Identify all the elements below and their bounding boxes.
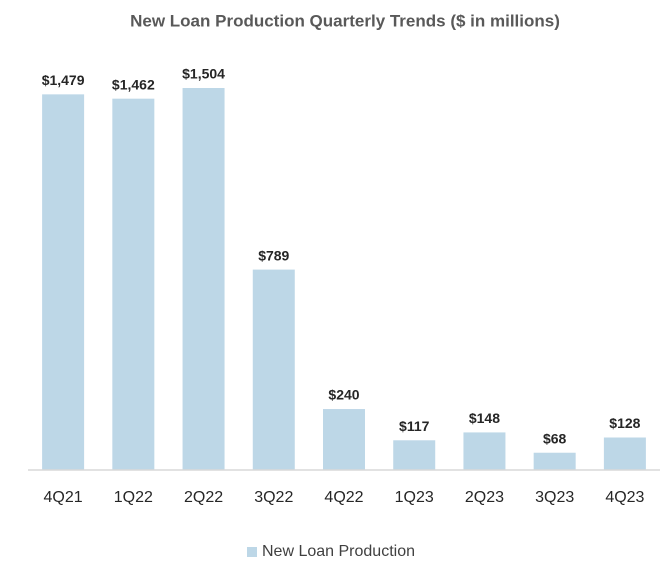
data-label: $148 bbox=[469, 410, 500, 426]
x-tick-label: 2Q23 bbox=[465, 489, 504, 506]
data-label: $789 bbox=[258, 247, 289, 263]
bar bbox=[463, 432, 506, 470]
x-tick-label: 4Q21 bbox=[44, 489, 83, 506]
legend-swatch bbox=[247, 547, 257, 557]
x-tick-label: 1Q22 bbox=[114, 489, 153, 506]
data-label: $1,479 bbox=[42, 72, 85, 88]
x-tick-label: 3Q22 bbox=[254, 489, 293, 506]
data-label: $240 bbox=[328, 387, 359, 403]
bar bbox=[533, 452, 576, 470]
bar bbox=[323, 409, 365, 470]
data-label: $68 bbox=[543, 430, 567, 446]
data-label: $128 bbox=[609, 415, 640, 431]
data-label: $1,504 bbox=[182, 66, 225, 82]
data-label: $1,462 bbox=[112, 76, 155, 92]
x-tick-label: 4Q23 bbox=[605, 489, 644, 506]
legend-label: New Loan Production bbox=[262, 543, 415, 560]
x-tick-label: 2Q22 bbox=[184, 489, 223, 506]
bar bbox=[112, 98, 155, 471]
x-tick-label: 1Q23 bbox=[395, 489, 434, 506]
bar bbox=[252, 269, 295, 470]
data-label: $117 bbox=[399, 418, 430, 434]
x-tick-label: 3Q23 bbox=[535, 489, 574, 506]
bar bbox=[603, 437, 646, 470]
bar bbox=[42, 94, 85, 470]
chart-title: New Loan Production Quarterly Trends ($ … bbox=[130, 11, 560, 30]
bar bbox=[182, 88, 225, 470]
x-tick-label: 4Q22 bbox=[324, 489, 363, 506]
bar bbox=[393, 440, 436, 470]
